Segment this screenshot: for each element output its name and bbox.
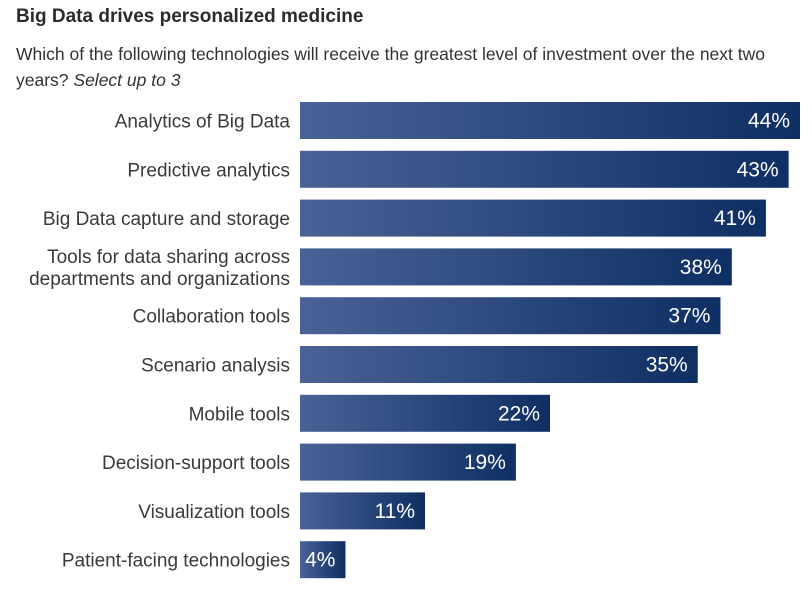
chart-title: Big Data drives personalized medicine [16,6,364,27]
category-label: Predictive analytics [127,160,290,181]
bar-value-label: 43% [737,158,779,181]
bar [300,443,516,481]
category-label: Analytics of Big Data [115,112,291,133]
question-text: Which of the following technologies will… [16,44,765,90]
bar [300,492,425,530]
bar-value-label: 35% [646,354,688,377]
category-label: departments and organizations [29,269,290,290]
bar-value-label: 44% [748,110,790,133]
category-label: Decision-support tools [102,453,290,474]
bar [300,346,698,383]
category-label: Scenario analysis [141,356,290,377]
bar-value-label: 19% [464,451,506,474]
bar [300,102,800,139]
category-label: Collaboration tools [133,307,290,328]
bar-value-label: 11% [375,500,415,523]
bar-value-label: 38% [680,256,722,279]
bar-value-label: 4% [305,549,335,572]
category-label: Patient-facing technologies [62,551,290,572]
bar [300,150,789,188]
bar [300,297,721,335]
bar [300,199,766,237]
bar [300,541,346,579]
category-label: Tools for data sharing across [47,247,290,268]
question-note: Select up to 3 [73,70,181,90]
survey-question: Which of the following technologies will… [16,41,806,93]
bar-value-label: 37% [668,305,710,328]
bar-value-label: 41% [714,207,756,230]
bar [300,394,550,432]
bar [300,248,732,286]
category-label: Mobile tools [189,404,290,425]
category-label: Big Data capture and storage [43,209,290,230]
bar-value-label: 22% [498,402,540,425]
category-label: Visualization tools [138,502,290,523]
